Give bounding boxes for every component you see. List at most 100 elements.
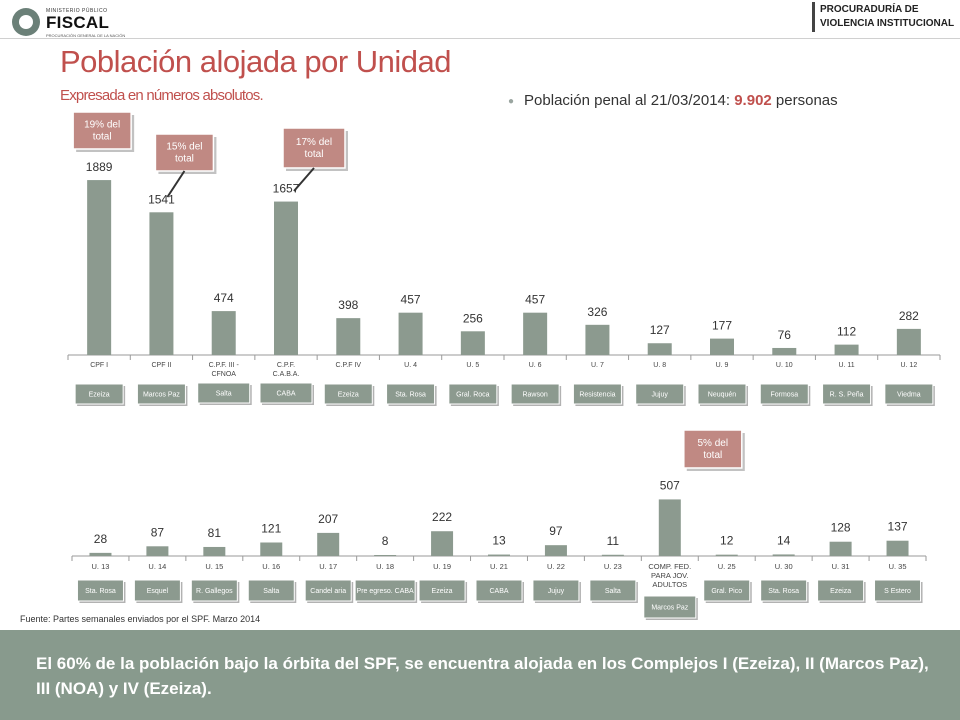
data-label: 13 [492, 534, 506, 548]
category-label: U. 8 [653, 362, 666, 369]
tag-label: S Estero [884, 588, 911, 595]
data-label: 112 [837, 325, 856, 339]
category-label: U. 35 [889, 562, 907, 571]
tag-label: Sta. Rosa [768, 588, 799, 595]
location-tag: Marcos Paz [643, 595, 698, 620]
callout-pointer [166, 170, 186, 198]
tag-label: Marcos Paz [651, 604, 688, 611]
data-label: 137 [888, 520, 908, 534]
location-tag: Viedma [884, 383, 935, 406]
category-label: U. 17 [319, 562, 337, 571]
tag-box [703, 579, 751, 602]
data-label: 1657 [273, 182, 300, 196]
callout-box [154, 133, 215, 172]
bar [87, 180, 112, 355]
data-label: 256 [463, 311, 483, 325]
tag-box [874, 579, 922, 602]
procuraduria-divider [812, 2, 815, 32]
category-label: COMP. FED. PARA JOV. ADULTOS [648, 562, 691, 589]
tag-label: Marcos Paz [143, 391, 180, 398]
data-label: 11 [607, 534, 620, 548]
percent-callout: 19% del total [72, 111, 135, 152]
data-label: 14 [777, 533, 791, 547]
tag-box [817, 579, 865, 602]
location-tag: Salta [247, 579, 297, 603]
tag-label: Formosa [770, 391, 798, 398]
bar [488, 554, 510, 556]
location-tag: Salta [589, 579, 638, 603]
tag-box [418, 579, 466, 602]
tag-box [190, 579, 238, 602]
tag-label: Resistencia [579, 391, 615, 398]
data-label: 8 [382, 534, 389, 548]
category-label: U. 22 [547, 562, 565, 571]
category-label: U. 31 [832, 562, 850, 571]
population-total: ● Población penal al 21/03/2014: 9.902 pe… [508, 92, 838, 109]
tag-box [697, 383, 747, 405]
procuraduria-line2: VIOLENCIA INSTITUCIONAL [820, 18, 955, 29]
tag-label: Salta [263, 588, 279, 595]
percent-callout: 17% del total [282, 127, 348, 192]
tag-label: R. Gallegos [196, 588, 233, 595]
category-label: U. 30 [775, 562, 793, 571]
callout-label: 15% del total [166, 142, 202, 165]
data-label: 398 [338, 298, 358, 312]
tag-label: Esquel [147, 588, 169, 595]
footer-text: El 60% de la población bajo la órbita de… [36, 654, 929, 698]
data-label: 222 [432, 510, 452, 524]
location-tag: Ezeiza [817, 579, 866, 603]
data-label: 326 [587, 305, 607, 319]
bar [772, 347, 797, 355]
location-tag: R. Gallegos [190, 579, 240, 603]
category-label: CPF I [90, 362, 108, 369]
data-label: 457 [401, 293, 421, 307]
category-label: U. 19 [433, 562, 451, 571]
procuraduria-line1: PROCURADURÍA DE [820, 4, 919, 15]
location-tag: Formosa [759, 383, 811, 406]
category-label: U. 14 [148, 562, 166, 571]
population-prefix: Población penal al 21/03/2014: [524, 92, 735, 109]
tag-label: Salta [216, 390, 232, 397]
bar [317, 532, 340, 556]
category-label: U. 13 [91, 562, 109, 571]
category-label: U. 23 [604, 562, 622, 571]
org-sub: PROCURACIÓN GENERAL DE LA NACIÓN [46, 33, 126, 38]
tag-box [635, 383, 685, 405]
org-name: FISCAL [46, 13, 110, 32]
tag-box [510, 383, 560, 405]
tag-label: Ezeiza [338, 391, 359, 398]
data-label: 76 [778, 328, 792, 342]
bar [146, 546, 169, 556]
data-label: 28 [94, 532, 108, 546]
location-tag: Sta. Rosa [386, 383, 437, 406]
location-tag: Pre egreso. CABA [354, 579, 418, 603]
tag-label: Salta [605, 588, 621, 595]
category-label: U. 7 [591, 362, 604, 369]
data-label: 12 [720, 534, 734, 548]
category-label: U. 6 [529, 362, 542, 369]
tag-label: Gral. Roca [456, 391, 490, 398]
location-tag: Neuquén [697, 383, 748, 406]
page-title: Población alojada por Unidad [60, 44, 452, 79]
tag-box [386, 383, 436, 405]
location-tag: Marcos Paz [136, 383, 188, 406]
category-label: U. 21 [490, 562, 508, 571]
tag-label: Gral. Pico [711, 588, 742, 595]
tag-box [197, 382, 251, 404]
tag-box [475, 579, 523, 602]
data-label: 121 [261, 521, 281, 535]
bar [203, 546, 226, 556]
callout-box [282, 127, 346, 169]
data-label: 128 [831, 521, 851, 535]
bar [544, 545, 567, 556]
location-tag: Jujuy [635, 383, 686, 406]
category-label: U. 4 [404, 362, 417, 369]
category-label: C.P.F. III -CFNOA [209, 362, 240, 378]
category-label: U. 18 [376, 562, 394, 571]
location-tag: CABA [259, 382, 314, 405]
bar [886, 540, 909, 556]
callout-label: 19% del total [84, 120, 120, 143]
tag-label: Neuquén [708, 391, 737, 398]
population-number: 9.902 [734, 92, 772, 109]
